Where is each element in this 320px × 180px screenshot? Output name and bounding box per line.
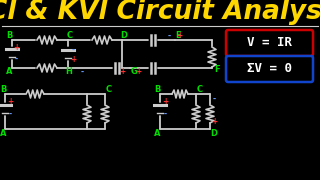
FancyBboxPatch shape xyxy=(226,56,313,82)
Text: -: - xyxy=(164,109,167,118)
Text: +: + xyxy=(70,55,76,64)
Text: ΣV = 0: ΣV = 0 xyxy=(247,62,292,75)
Text: A: A xyxy=(0,129,6,138)
Text: V = IR: V = IR xyxy=(247,37,292,50)
Text: H: H xyxy=(66,68,72,76)
Text: A: A xyxy=(6,68,12,76)
FancyBboxPatch shape xyxy=(226,30,313,56)
Text: C: C xyxy=(106,86,112,94)
Text: C: C xyxy=(197,86,203,94)
Text: +: + xyxy=(119,68,125,76)
Text: D: D xyxy=(211,129,218,138)
Text: +: + xyxy=(162,98,168,107)
Text: +: + xyxy=(13,42,19,51)
Text: -: - xyxy=(167,31,171,40)
Text: E: E xyxy=(175,30,181,39)
Text: A: A xyxy=(154,129,160,138)
Text: KCl & KVl Circuit Analysis: KCl & KVl Circuit Analysis xyxy=(0,0,320,25)
Text: +: + xyxy=(7,98,13,107)
Text: C: C xyxy=(67,30,73,39)
Text: B: B xyxy=(154,86,160,94)
Text: G: G xyxy=(131,68,137,76)
Text: -: - xyxy=(8,109,12,118)
Text: D: D xyxy=(121,30,127,39)
Text: B: B xyxy=(0,86,6,94)
Text: F: F xyxy=(214,66,220,75)
Text: B: B xyxy=(6,31,12,40)
Text: -: - xyxy=(71,46,75,55)
Text: +: + xyxy=(135,68,141,76)
Text: -: - xyxy=(80,68,84,76)
Text: -: - xyxy=(14,55,18,64)
Text: +: + xyxy=(176,31,182,40)
Text: -: - xyxy=(212,94,216,103)
Text: +: + xyxy=(211,118,217,127)
